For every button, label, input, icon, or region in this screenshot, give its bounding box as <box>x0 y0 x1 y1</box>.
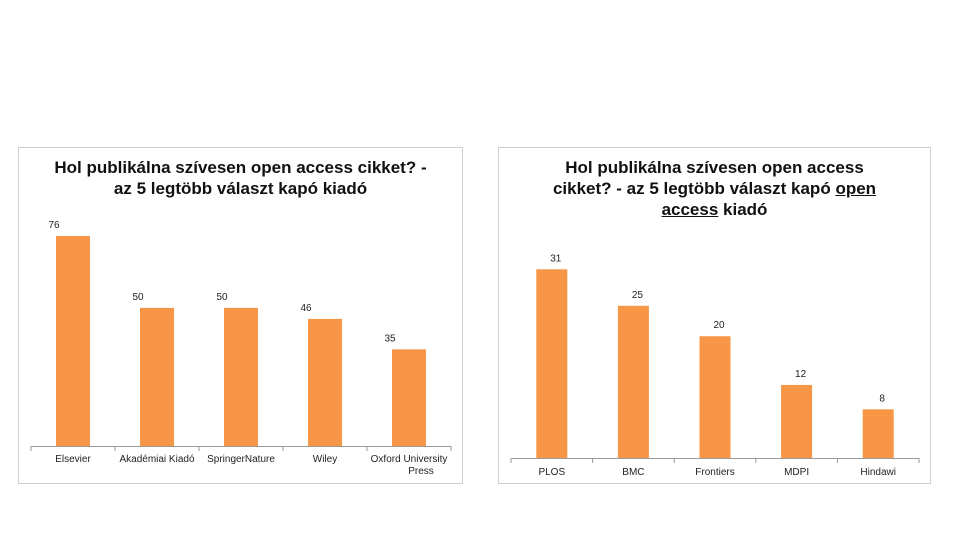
data-label: 31 <box>550 253 562 264</box>
bar <box>140 307 174 446</box>
data-label: 46 <box>300 303 312 314</box>
category-label: PLOS <box>538 467 565 478</box>
category-label: Hindawi <box>860 467 896 478</box>
category-label: Akadémiai Kiadó <box>119 454 194 465</box>
category-label: SpringerNature <box>207 454 275 465</box>
bar <box>617 305 649 458</box>
data-label: 50 <box>132 292 144 303</box>
bar <box>699 336 731 458</box>
bar <box>224 307 258 446</box>
category-label: Oxford University Press <box>371 454 448 477</box>
data-label: 12 <box>795 369 807 380</box>
chart-title-part: Hol publikálna szívesen open access cikk… <box>552 158 864 198</box>
bar <box>392 349 426 446</box>
bar <box>56 236 90 446</box>
chart-panel-oa-publishers: Hol publikálna szívesen open access cikk… <box>498 147 931 484</box>
category-label: Frontiers <box>695 467 734 478</box>
category-label: MDPI <box>784 467 809 478</box>
category-label: Wiley <box>313 454 337 465</box>
bar-chart-oa-publishers: 31 PLOS 25 BMC 20 Frontiers 12 MDPI 8 Hindawi <box>510 253 920 478</box>
data-label: 76 <box>48 220 60 231</box>
bar <box>536 269 568 458</box>
data-label: 8 <box>879 393 885 404</box>
data-label: 50 <box>216 292 228 303</box>
data-label: 20 <box>713 320 725 331</box>
data-label: 35 <box>384 333 396 344</box>
chart-title-part: kiadó <box>718 200 768 219</box>
chart-panel-publishers: Hol publikálna szívesen open access cikk… <box>18 147 463 484</box>
data-label: 25 <box>632 290 644 301</box>
category-label: Elsevier <box>55 454 91 465</box>
bar-chart-publishers: 76 Elsevier 50 Akadémiai Kiadó 50 SpringerNat… <box>30 220 452 477</box>
chart-title: Hol publikálna szívesen open access cikk… <box>54 158 427 198</box>
bar <box>862 409 894 458</box>
category-label: BMC <box>622 467 644 478</box>
bar <box>781 384 813 458</box>
chart-title-underlined: open access <box>661 179 877 219</box>
chart-title: Hol publikálna szívesen open access cikk… <box>499 157 930 220</box>
bar <box>308 318 342 446</box>
